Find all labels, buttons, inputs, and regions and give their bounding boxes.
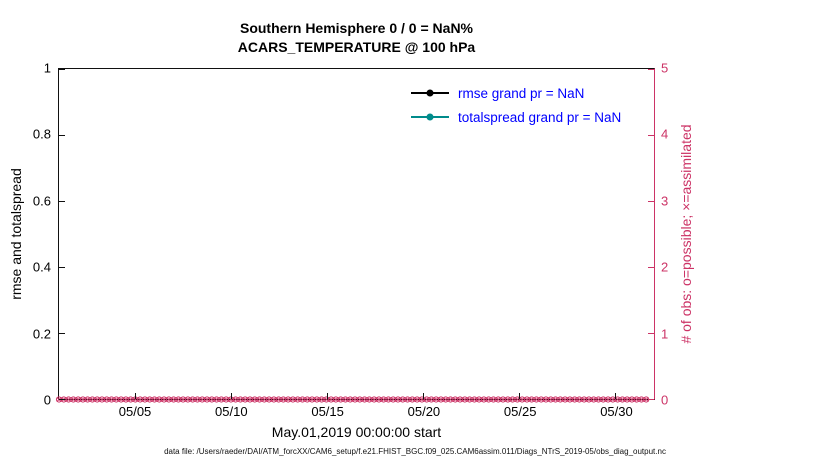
y-tick-label-left: 0.2 bbox=[32, 326, 51, 342]
y-tick-mark-right bbox=[648, 200, 654, 202]
y-tick-mark-right bbox=[648, 332, 654, 334]
x-tick-mark bbox=[327, 393, 329, 399]
y-tick-label-right: 1 bbox=[661, 326, 669, 342]
legend: rmse grand pr = NaN totalspread grand pr… bbox=[411, 81, 621, 129]
x-tick-mark bbox=[423, 393, 425, 399]
y-tick-label-left: 0.8 bbox=[32, 126, 51, 142]
y-tick-mark-right bbox=[648, 134, 654, 136]
chart-title: Southern Hemisphere 0 / 0 = NaN% bbox=[239, 20, 474, 36]
x-tick-mark bbox=[519, 393, 521, 399]
y-tick-label-left: 0.4 bbox=[32, 259, 51, 275]
y-tick-mark-left bbox=[59, 200, 65, 202]
y-tick-mark-right bbox=[648, 398, 654, 400]
chart-title-block: Southern Hemisphere 0 / 0 = NaN% ACARS_T… bbox=[58, 19, 655, 57]
rmse-marker-icon bbox=[426, 89, 434, 97]
y-tick-mark-left bbox=[59, 68, 65, 70]
y-tick-label-right: 3 bbox=[661, 193, 669, 209]
x-tick-label: 05/25 bbox=[503, 404, 537, 419]
right-y-axis-ticks: 0 1 2 3 4 5 bbox=[661, 61, 691, 408]
plot-area: rmse grand pr = NaN totalspread grand pr… bbox=[55, 68, 655, 403]
totalspread-marker-icon bbox=[426, 113, 434, 121]
legend-label-rmse: rmse grand pr = NaN bbox=[458, 85, 585, 101]
y-tick-mark-left bbox=[59, 398, 65, 400]
y-tick-label-right: 5 bbox=[661, 60, 669, 76]
legend-label-totalspread: totalspread grand pr = NaN bbox=[458, 109, 622, 125]
chart-subtitle: ACARS_TEMPERATURE @ 100 hPa bbox=[237, 39, 476, 55]
legend-item-rmse: rmse grand pr = NaN bbox=[411, 81, 621, 105]
x-axis-ticks: 05/05 05/10 05/15 05/20 05/25 05/30 bbox=[58, 404, 655, 420]
y-tick-label-right: 2 bbox=[661, 259, 669, 275]
data-file-caption: data file: /Users/raeder/DAI/ATM_forcXX/… bbox=[164, 447, 666, 456]
legend-item-totalspread: totalspread grand pr = NaN bbox=[411, 105, 621, 129]
x-tick-mark bbox=[231, 393, 233, 399]
x-tick-mark bbox=[135, 393, 137, 399]
x-tick-label: 05/20 bbox=[407, 404, 441, 419]
totalspread-line-sample bbox=[411, 113, 449, 121]
x-tick-label: 05/15 bbox=[311, 404, 344, 419]
x-tick-label: 05/10 bbox=[215, 404, 248, 419]
x-tick-label: 05/05 bbox=[118, 404, 152, 419]
rmse-line-sample bbox=[411, 89, 449, 97]
y-tick-mark-left bbox=[59, 332, 65, 334]
x-tick-label: 05/30 bbox=[600, 404, 633, 419]
y-tick-label-left: 1 bbox=[43, 60, 51, 76]
y-tick-label-right: 0 bbox=[661, 392, 669, 408]
left-y-axis-ticks: 0 0.2 0.4 0.6 0.8 1 bbox=[0, 61, 51, 408]
y-tick-label-left: 0 bbox=[43, 392, 51, 408]
x-axis-label: May.01,2019 00:00:00 start bbox=[271, 424, 442, 440]
y-tick-mark-left bbox=[59, 134, 65, 136]
y-tick-mark-right bbox=[648, 266, 654, 268]
y-tick-label-right: 4 bbox=[661, 126, 669, 142]
x-tick-mark bbox=[615, 393, 617, 399]
y-tick-mark-right bbox=[648, 68, 654, 70]
y-tick-label-left: 0.6 bbox=[32, 193, 51, 209]
y-tick-mark-left bbox=[59, 266, 65, 268]
